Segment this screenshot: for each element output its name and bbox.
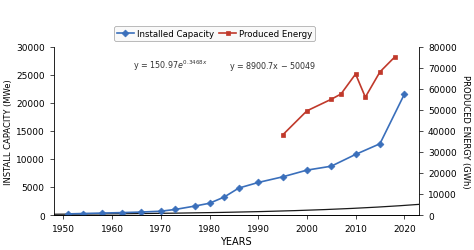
Installed Capacity <box>401 94 407 96</box>
Installed Capacity <box>236 187 242 190</box>
Produced Energy <box>392 56 397 59</box>
X-axis label: YEARS: YEARS <box>220 236 252 246</box>
Produced Energy <box>280 134 285 137</box>
Produced Energy <box>328 98 334 101</box>
Installed Capacity <box>255 181 261 184</box>
Installed Capacity <box>207 202 212 205</box>
Produced Energy <box>304 110 310 113</box>
Installed Capacity <box>280 176 285 179</box>
Y-axis label: INSTALL CAPACITY (MWe): INSTALL CAPACITY (MWe) <box>4 79 13 184</box>
Text: y = 150.97$e^{0.3468x}$: y = 150.97$e^{0.3468x}$ <box>133 59 208 73</box>
Installed Capacity <box>65 212 71 216</box>
Produced Energy <box>338 93 344 96</box>
Line: Produced Energy: Produced Energy <box>280 56 397 138</box>
Produced Energy <box>363 96 368 99</box>
Installed Capacity <box>221 196 227 199</box>
Line: Installed Capacity: Installed Capacity <box>66 92 407 216</box>
Legend: Installed Capacity, Produced Energy: Installed Capacity, Produced Energy <box>114 27 315 42</box>
Installed Capacity <box>353 153 358 156</box>
Installed Capacity <box>100 212 105 215</box>
Text: y = 8900.7x $-$ 50049: y = 8900.7x $-$ 50049 <box>229 60 317 72</box>
Installed Capacity <box>158 210 164 213</box>
Installed Capacity <box>173 208 178 211</box>
Installed Capacity <box>328 165 334 168</box>
Installed Capacity <box>377 143 383 146</box>
Y-axis label: PRODUCED ENERGY (GWh): PRODUCED ENERGY (GWh) <box>461 75 470 188</box>
Produced Energy <box>353 73 358 76</box>
Installed Capacity <box>80 212 86 215</box>
Installed Capacity <box>119 211 125 214</box>
Installed Capacity <box>304 169 310 172</box>
Installed Capacity <box>138 211 144 214</box>
Installed Capacity <box>192 205 198 208</box>
Produced Energy <box>377 71 383 74</box>
